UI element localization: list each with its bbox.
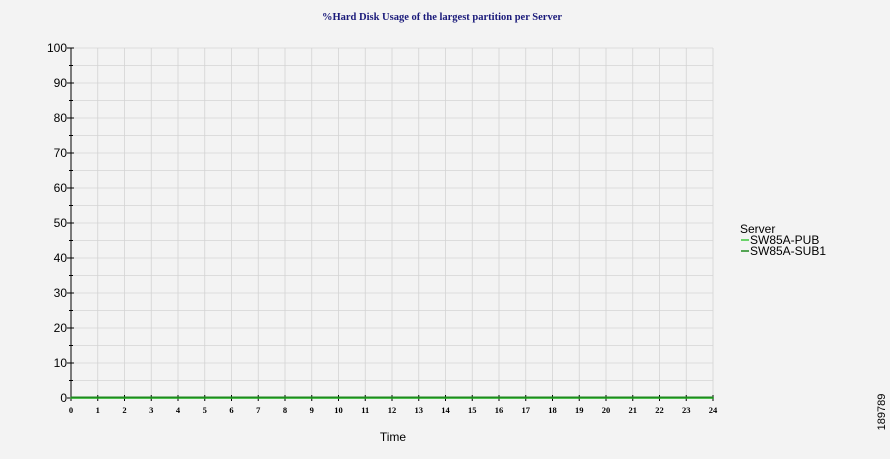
data-point: [96, 397, 99, 399]
legend-entry: SW85A-SUB1: [750, 244, 826, 258]
y-tick-label: 0: [60, 391, 67, 405]
y-tick-label: 10: [54, 356, 68, 370]
data-point: [444, 397, 447, 399]
x-tick-label: 0: [69, 405, 73, 415]
data-point: [123, 397, 126, 399]
data-point: [230, 397, 233, 399]
y-tick-label: 60: [54, 181, 68, 195]
x-tick-label: 1: [96, 405, 100, 415]
data-point: [631, 397, 634, 399]
x-tick-label: 11: [361, 405, 369, 415]
x-tick-label: 3: [149, 405, 153, 415]
x-tick-label: 14: [441, 405, 450, 415]
x-tick-label: 9: [310, 405, 314, 415]
data-point: [391, 397, 393, 399]
data-point: [337, 397, 340, 399]
y-tick-label: 90: [54, 76, 68, 90]
data-point: [551, 397, 554, 399]
figure-id: 189789: [876, 394, 888, 431]
y-tick-label: 20: [54, 321, 68, 335]
x-tick-label: 13: [415, 405, 424, 415]
x-tick-label: 21: [629, 405, 638, 415]
data-point: [605, 397, 607, 399]
y-tick-label: 100: [47, 41, 67, 55]
chart-title: %Hard Disk Usage of the largest partitio…: [322, 12, 562, 23]
data-point: [364, 397, 367, 399]
data-point: [658, 397, 661, 399]
x-tick-label: 20: [602, 405, 611, 415]
legend-title: Server: [740, 222, 775, 236]
data-point: [284, 397, 286, 399]
grid: [71, 47, 714, 398]
y-tick-label: 50: [54, 216, 68, 230]
data-point: [471, 397, 474, 399]
legend-entry: SW85A-PUB: [750, 233, 819, 247]
series-lines: [70, 396, 714, 399]
x-tick-label: 24: [709, 405, 718, 415]
x-tick-label: 7: [256, 405, 261, 415]
y-tick-label: 80: [54, 111, 68, 125]
x-tick-label: 12: [388, 405, 397, 415]
x-tick-label: 23: [682, 405, 691, 415]
x-tick-label: 4: [176, 405, 181, 415]
x-tick-label: 6: [229, 405, 233, 415]
data-point: [685, 397, 688, 399]
x-tick-label: 15: [468, 405, 477, 415]
data-point: [712, 397, 714, 399]
data-point: [70, 397, 72, 399]
x-tick-label: 8: [283, 405, 287, 415]
data-point: [203, 397, 206, 399]
x-tick-label: 16: [495, 405, 504, 415]
x-tick-label: 10: [334, 405, 343, 415]
y-tick-label: 30: [54, 286, 68, 300]
x-tick-label: 22: [655, 405, 664, 415]
x-tick-label: 2: [122, 405, 126, 415]
data-point: [498, 397, 500, 399]
x-axis-label: Time: [380, 430, 407, 444]
x-tick-label: 18: [548, 405, 557, 415]
data-point: [417, 397, 420, 399]
data-point: [524, 397, 527, 399]
data-point: [257, 397, 260, 399]
x-tick-label: 5: [203, 405, 207, 415]
y-tick-label: 40: [54, 251, 68, 265]
data-point: [310, 397, 313, 399]
y-tick-label: 70: [54, 146, 68, 160]
data-point: [177, 397, 179, 399]
x-tick-label: 19: [575, 405, 584, 415]
data-point: [578, 397, 581, 399]
data-point: [150, 397, 153, 399]
x-tick-label: 17: [522, 405, 531, 415]
